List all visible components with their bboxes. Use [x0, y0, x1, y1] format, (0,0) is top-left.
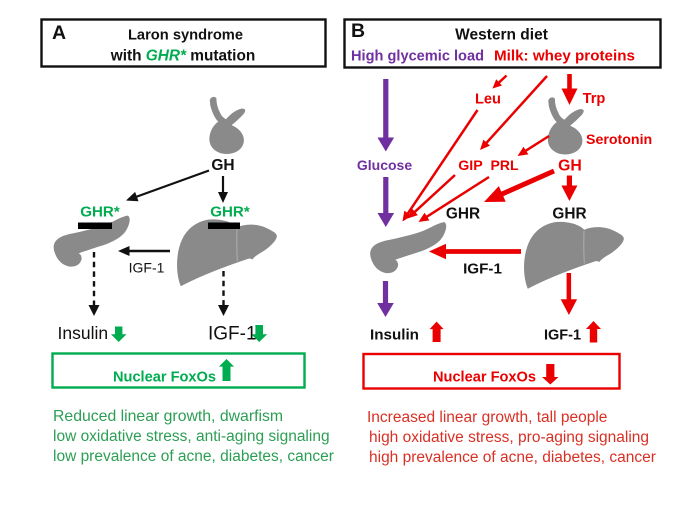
svg-text:Serotonin: Serotonin: [586, 132, 652, 148]
svg-text:Reduced linear growth, dwarfis: Reduced linear growth, dwarfism: [53, 408, 283, 425]
svg-text:PRL: PRL: [491, 157, 519, 173]
svg-text:A: A: [52, 22, 66, 44]
svg-text:GHR*: GHR*: [80, 204, 120, 221]
svg-text:Insulin: Insulin: [58, 323, 109, 343]
svg-text:GHR: GHR: [446, 206, 480, 223]
svg-text:Milk: whey proteins: Milk: whey proteins: [494, 48, 635, 65]
svg-text:GIP: GIP: [458, 158, 482, 174]
svg-text:IGF-1: IGF-1: [208, 324, 257, 345]
svg-text:Insulin: Insulin: [370, 327, 419, 344]
svg-text:GHR: GHR: [552, 206, 586, 223]
svg-text:Increased linear growth, tall: Increased linear growth, tall people: [367, 409, 607, 426]
svg-text:Nuclear FoxOs: Nuclear FoxOs: [433, 370, 536, 386]
svg-text:High glycemic load: High glycemic load: [351, 49, 484, 65]
svg-text:low prevalence of acne, diabet: low prevalence of acne, diabetes, cancer: [53, 448, 334, 465]
svg-text:GHR*: GHR*: [210, 204, 250, 221]
svg-text:Laron syndrome: Laron syndrome: [128, 28, 243, 44]
svg-text:low oxidative stress, anti-agi: low oxidative stress, anti-aging signali…: [53, 428, 330, 445]
svg-text:IGF-1: IGF-1: [129, 260, 165, 276]
svg-text:GH: GH: [558, 158, 582, 175]
svg-text:IGF-1: IGF-1: [544, 328, 581, 344]
svg-text:high oxidative stress, pro-agi: high oxidative stress, pro-aging signali…: [369, 429, 649, 446]
svg-text:B: B: [351, 20, 365, 42]
svg-text:high prevalence of acne, diabe: high prevalence of acne, diabetes, cance…: [369, 449, 656, 466]
svg-text:Trp: Trp: [583, 91, 606, 107]
svg-text:Western diet: Western diet: [455, 27, 548, 44]
svg-text:with GHR* mutation: with GHR* mutation: [110, 48, 256, 65]
svg-text:Nuclear FoxOs: Nuclear FoxOs: [113, 370, 216, 386]
svg-text:GH: GH: [211, 157, 234, 174]
svg-text:IGF-1: IGF-1: [463, 261, 502, 278]
svg-text:Glucose: Glucose: [357, 157, 412, 173]
svg-text:Leu: Leu: [475, 92, 501, 108]
